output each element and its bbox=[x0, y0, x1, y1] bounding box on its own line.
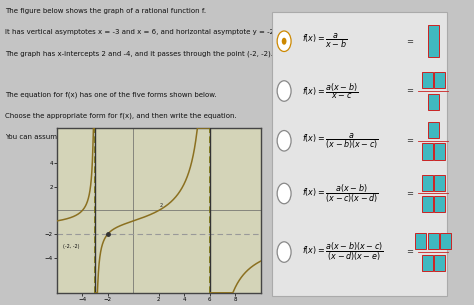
Text: (-2, -2): (-2, -2) bbox=[63, 244, 80, 249]
Bar bbox=[434, 196, 445, 212]
Bar bbox=[434, 143, 445, 160]
Circle shape bbox=[282, 38, 286, 45]
Text: $f(x)=\dfrac{a(x-b)}{(x-c)(x-d)}$: $f(x)=\dfrac{a(x-b)}{(x-c)(x-d)}$ bbox=[302, 182, 379, 205]
Bar bbox=[434, 255, 445, 271]
Bar bbox=[440, 233, 451, 249]
Text: $f(x)=\dfrac{a}{(x-b)(x-c)}$: $f(x)=\dfrac{a}{(x-b)(x-c)}$ bbox=[302, 131, 379, 151]
Bar bbox=[428, 122, 439, 138]
Text: The graph has x-intercepts 2 and -4, and it passes through the point (-2, -2).: The graph has x-intercepts 2 and -4, and… bbox=[5, 50, 273, 57]
Text: $f(x)=\dfrac{a}{x-b}$: $f(x)=\dfrac{a}{x-b}$ bbox=[302, 32, 347, 51]
Text: =: = bbox=[406, 37, 413, 46]
Text: =: = bbox=[406, 189, 413, 198]
Text: 2: 2 bbox=[160, 203, 163, 208]
Text: $f(x)=\dfrac{a(x-b)(x-c)}{(x-d)(x-e)}$: $f(x)=\dfrac{a(x-b)(x-c)}{(x-d)(x-e)}$ bbox=[302, 241, 383, 263]
Circle shape bbox=[277, 31, 291, 52]
Text: =: = bbox=[406, 136, 413, 145]
Bar bbox=[428, 94, 439, 110]
Bar bbox=[422, 72, 433, 88]
FancyBboxPatch shape bbox=[272, 12, 447, 296]
Bar bbox=[415, 233, 426, 249]
Bar bbox=[434, 72, 445, 88]
Text: You can assume that f(x) is in simplest form.: You can assume that f(x) is in simplest … bbox=[5, 134, 161, 140]
Circle shape bbox=[277, 81, 291, 101]
Bar bbox=[434, 175, 445, 191]
Text: =: = bbox=[406, 248, 413, 257]
Bar bbox=[422, 175, 433, 191]
Text: =: = bbox=[406, 87, 413, 95]
Text: The equation for f(x) has one of the five forms shown below.: The equation for f(x) has one of the fiv… bbox=[5, 92, 216, 99]
Text: It has vertical asymptotes x = -3 and x = 6, and horizontal asymptote y = -2.: It has vertical asymptotes x = -3 and x … bbox=[5, 29, 276, 35]
Bar bbox=[422, 255, 433, 271]
Text: $f(x)=\dfrac{a(x-b)}{x-c}$: $f(x)=\dfrac{a(x-b)}{x-c}$ bbox=[302, 81, 358, 101]
Circle shape bbox=[277, 183, 291, 204]
Bar bbox=[422, 143, 433, 160]
Circle shape bbox=[277, 131, 291, 151]
Bar bbox=[428, 233, 439, 249]
Bar bbox=[422, 196, 433, 212]
Text: The figure below shows the graph of a rational function f.: The figure below shows the graph of a ra… bbox=[5, 9, 206, 14]
Circle shape bbox=[277, 242, 291, 262]
Bar bbox=[428, 25, 439, 57]
Text: Choose the appropriate form for f(x), and then write the equation.: Choose the appropriate form for f(x), an… bbox=[5, 113, 237, 119]
